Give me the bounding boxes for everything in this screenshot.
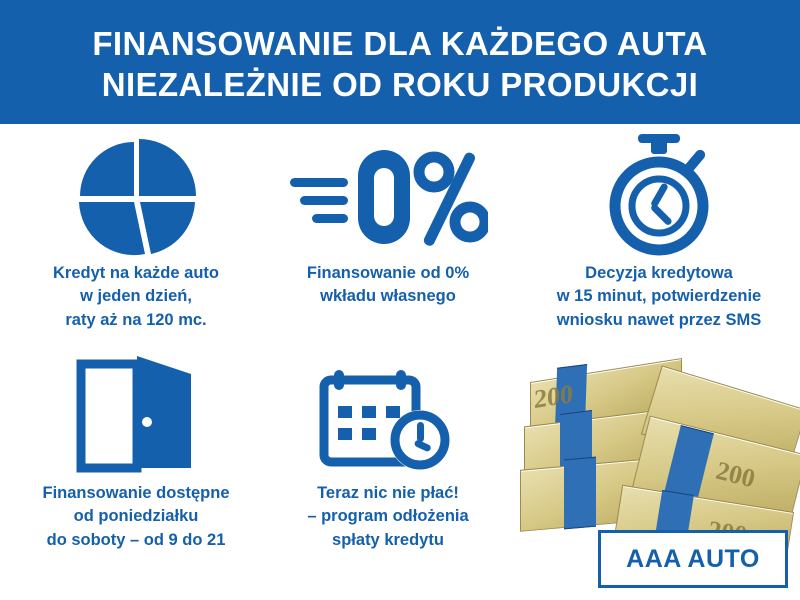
feature-grid: Kredyt na każde auto w jeden dzień, raty… — [0, 124, 800, 600]
stopwatch-icon — [594, 134, 724, 256]
open-door-icon — [73, 356, 199, 476]
caption-line: Finansowanie dostępne — [42, 484, 230, 502]
caption-line: od poniedziałku — [73, 507, 199, 526]
caption-line: w jeden dzień, — [80, 287, 192, 306]
feature-item-opening-hours: Finansowanie dostępne od poniedziałku do… — [6, 356, 266, 552]
headline-line-1: FINANSOWANIE DLA KAŻDEGO AUTA — [92, 24, 708, 62]
feature-caption: Teraz nic nie płać! – program odłożenia … — [307, 482, 468, 552]
zero-percent-icon — [288, 136, 488, 256]
caption-line: wniosku nawet przez SMS — [556, 310, 762, 329]
headline-line-2: NIEZALEŻNIE OD ROKU PRODUKCJI — [101, 66, 699, 103]
caption-line: raty aż na 120 mc. — [65, 310, 207, 329]
feature-caption: Finansowanie dostępne od poniedziałku do… — [42, 482, 229, 552]
caption-line: w 15 minut, potwierdzenie — [556, 287, 762, 306]
caption-line: Finansowanie od 0% — [306, 264, 470, 282]
caption-line: – program odłożenia — [307, 507, 469, 526]
calendar-clock-icon — [318, 356, 458, 476]
banknote-denomination: 200 — [534, 378, 573, 415]
caption-line: spłaty kredytu — [332, 530, 444, 549]
caption-line: wkładu własnego — [320, 287, 456, 306]
logo-text: AAA AUTO — [626, 544, 760, 573]
feature-item-zero-percent: Finansowanie od 0% wkładu własnego — [258, 136, 518, 309]
pie-chart-icon — [71, 136, 201, 256]
caption-line: Decyzja kredytowa — [585, 264, 733, 282]
banknote-band — [564, 456, 596, 530]
caption-line: Kredyt na każde auto — [53, 264, 219, 282]
feature-caption: Finansowanie od 0% wkładu własnego — [307, 262, 469, 309]
feature-caption: Kredyt na każde auto w jeden dzień, raty… — [53, 262, 219, 332]
caption-line: Teraz nic nie płać! — [317, 484, 459, 502]
caption-line: do soboty – od 9 do 21 — [46, 530, 226, 549]
header-banner: FINANSOWANIE DLA KAŻDEGO AUTA NIEZALEŻNI… — [0, 0, 800, 124]
aaa-auto-logo: AAA AUTO — [598, 530, 788, 588]
feature-item-deferred-payment: Teraz nic nie płać! – program odłożenia … — [258, 356, 518, 552]
feature-caption: Decyzja kredytowa w 15 minut, potwierdze… — [557, 262, 761, 332]
feature-item-decision-time: Decyzja kredytowa w 15 minut, potwierdze… — [520, 134, 798, 332]
feature-item-credit: Kredyt na każde auto w jeden dzień, raty… — [6, 136, 266, 332]
